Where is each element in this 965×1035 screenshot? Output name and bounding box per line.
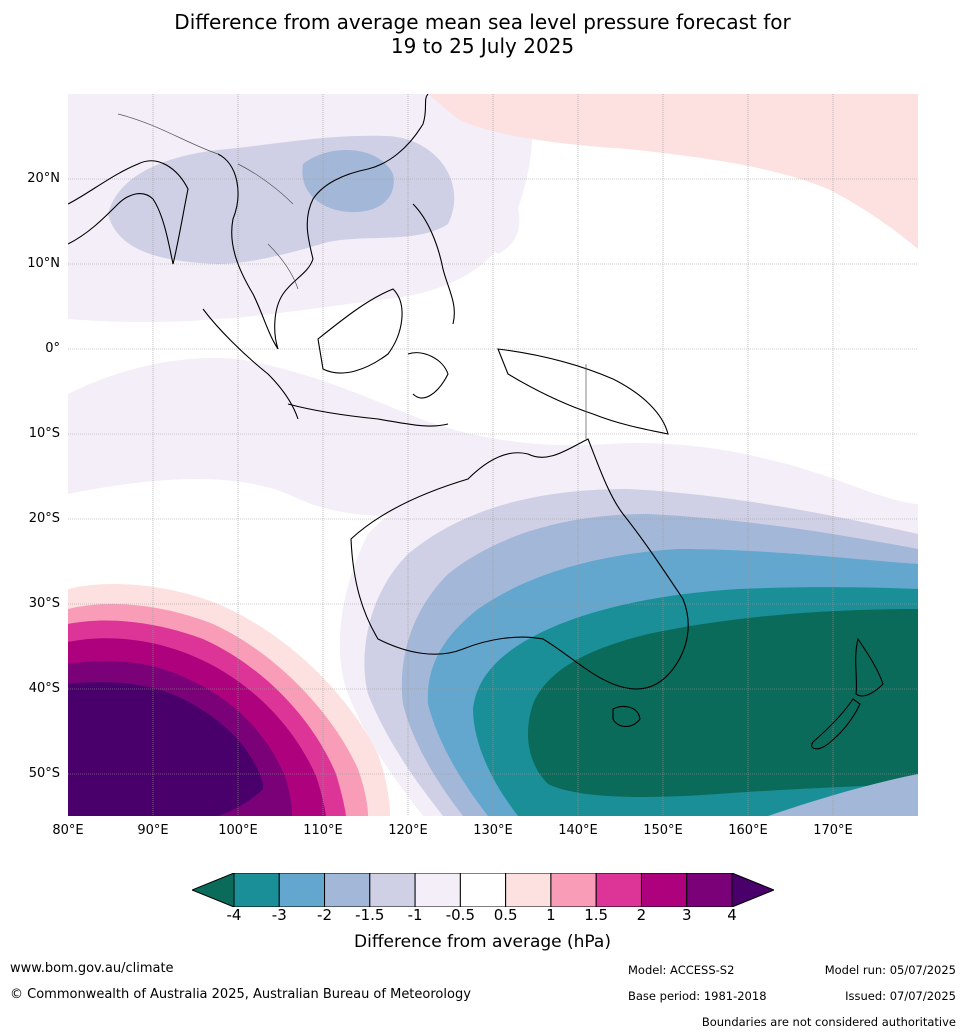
lat-label-30s: 30°S <box>28 596 60 611</box>
country-borders <box>117 113 587 439</box>
coastlines <box>68 94 884 750</box>
graticule <box>68 94 918 816</box>
colorbar-segment <box>550 872 597 908</box>
colorbar-segment <box>505 872 552 908</box>
lat-label-50s: 50°S <box>28 766 60 781</box>
colorbar-segment <box>278 872 326 908</box>
contour-sw-plus4 <box>68 682 263 816</box>
title-line-2: 19 to 25 July 2025 <box>390 34 575 58</box>
colorbar-segment <box>414 872 461 908</box>
lon-label-90e: 90°E <box>137 823 169 838</box>
colorbar-segment <box>459 872 507 908</box>
lon-label-140e: 140°E <box>558 823 598 838</box>
contour-south-minus4 <box>528 609 918 797</box>
colorbar-tick-label: -0.5 <box>445 906 475 924</box>
coast-australia <box>350 438 689 690</box>
colorbar-min-arrow <box>190 872 235 908</box>
lon-label-150e: 150°E <box>643 823 683 838</box>
contour-northeast-plus05 <box>428 94 918 249</box>
colorbar-tick-label: -4 <box>226 906 242 924</box>
coast-sulawesi <box>407 352 449 399</box>
coast-java <box>287 403 449 427</box>
colorbar-label: Difference from average (hPa) <box>354 932 611 952</box>
footer-disclaimer: Boundaries are not considered authoritat… <box>701 1015 956 1029</box>
coast-new-guinea <box>497 348 669 435</box>
lon-label-80e: 80°E <box>52 823 84 838</box>
colorbar-tick-label: 2 <box>636 906 647 924</box>
title-line-1: Difference from average mean sea level p… <box>174 10 791 34</box>
lon-label-170e: 170°E <box>813 823 853 838</box>
colorbar-segment <box>369 872 416 908</box>
coast-tasmania <box>612 705 641 728</box>
footer-website[interactable]: www.bom.gov.au/climate <box>10 961 174 976</box>
lon-label-130e: 130°E <box>473 823 513 838</box>
lat-label-20n: 20°N <box>27 171 60 186</box>
footer-model: Model: ACCESS-S2 <box>628 963 735 977</box>
coast-nz-south <box>811 698 861 750</box>
lon-label-120e: 120°E <box>388 823 428 838</box>
contour-southeast-edge <box>768 774 918 816</box>
colorbar-segment <box>686 872 733 908</box>
lat-label-20s: 20°S <box>28 511 60 526</box>
colorbar-segment <box>640 872 688 908</box>
lat-label-40s: 40°S <box>28 681 60 696</box>
colorbar-max-arrow <box>731 872 776 908</box>
lat-label-10s: 10°S <box>28 426 60 441</box>
pressure-anomaly-map <box>68 94 918 816</box>
colorbar <box>190 872 776 908</box>
lat-label-0: 0° <box>45 341 60 356</box>
coast-nz-north <box>855 637 884 697</box>
footer-base-period: Base period: 1981-2018 <box>628 989 767 1003</box>
footer-copyright: © Commonwealth of Australia 2025, Austra… <box>10 987 471 1002</box>
colorbar-tick-label: 4 <box>727 906 737 924</box>
colorbar-tick-label: -3 <box>271 906 287 924</box>
footer-model-run: Model run: 05/07/2025 <box>824 963 956 977</box>
lon-label-110e: 110°E <box>303 823 343 838</box>
colorbar-tick-label: 1.5 <box>584 906 609 924</box>
colorbar-tick-label: 3 <box>681 906 692 924</box>
colorbar-tick-label: -2 <box>317 906 333 924</box>
colorbar-segment <box>324 872 371 908</box>
colorbar-segment <box>595 872 642 908</box>
colorbar-tick-label: 1 <box>546 906 556 924</box>
coast-indochina <box>217 94 429 350</box>
coast-south-asia <box>68 160 189 265</box>
contour-north-minus15 <box>302 150 394 213</box>
lon-label-160e: 160°E <box>728 823 768 838</box>
coast-malay-sumatra <box>202 308 299 420</box>
footer-issued: Issued: 07/07/2025 <box>845 989 956 1003</box>
colorbar-tick-label: -1.5 <box>355 906 385 924</box>
map-title: Difference from average mean sea level p… <box>0 10 965 58</box>
lat-label-10n: 10°N <box>27 256 60 271</box>
colorbar-tick-label: 0.5 <box>493 906 518 924</box>
lon-label-100e: 100°E <box>218 823 258 838</box>
colorbar-svg <box>190 872 776 908</box>
coast-borneo <box>317 288 403 374</box>
colorbar-tick-label: -1 <box>407 906 423 924</box>
colorbar-segment <box>233 872 280 908</box>
coast-philippines <box>412 203 455 325</box>
map-canvas <box>68 94 918 816</box>
